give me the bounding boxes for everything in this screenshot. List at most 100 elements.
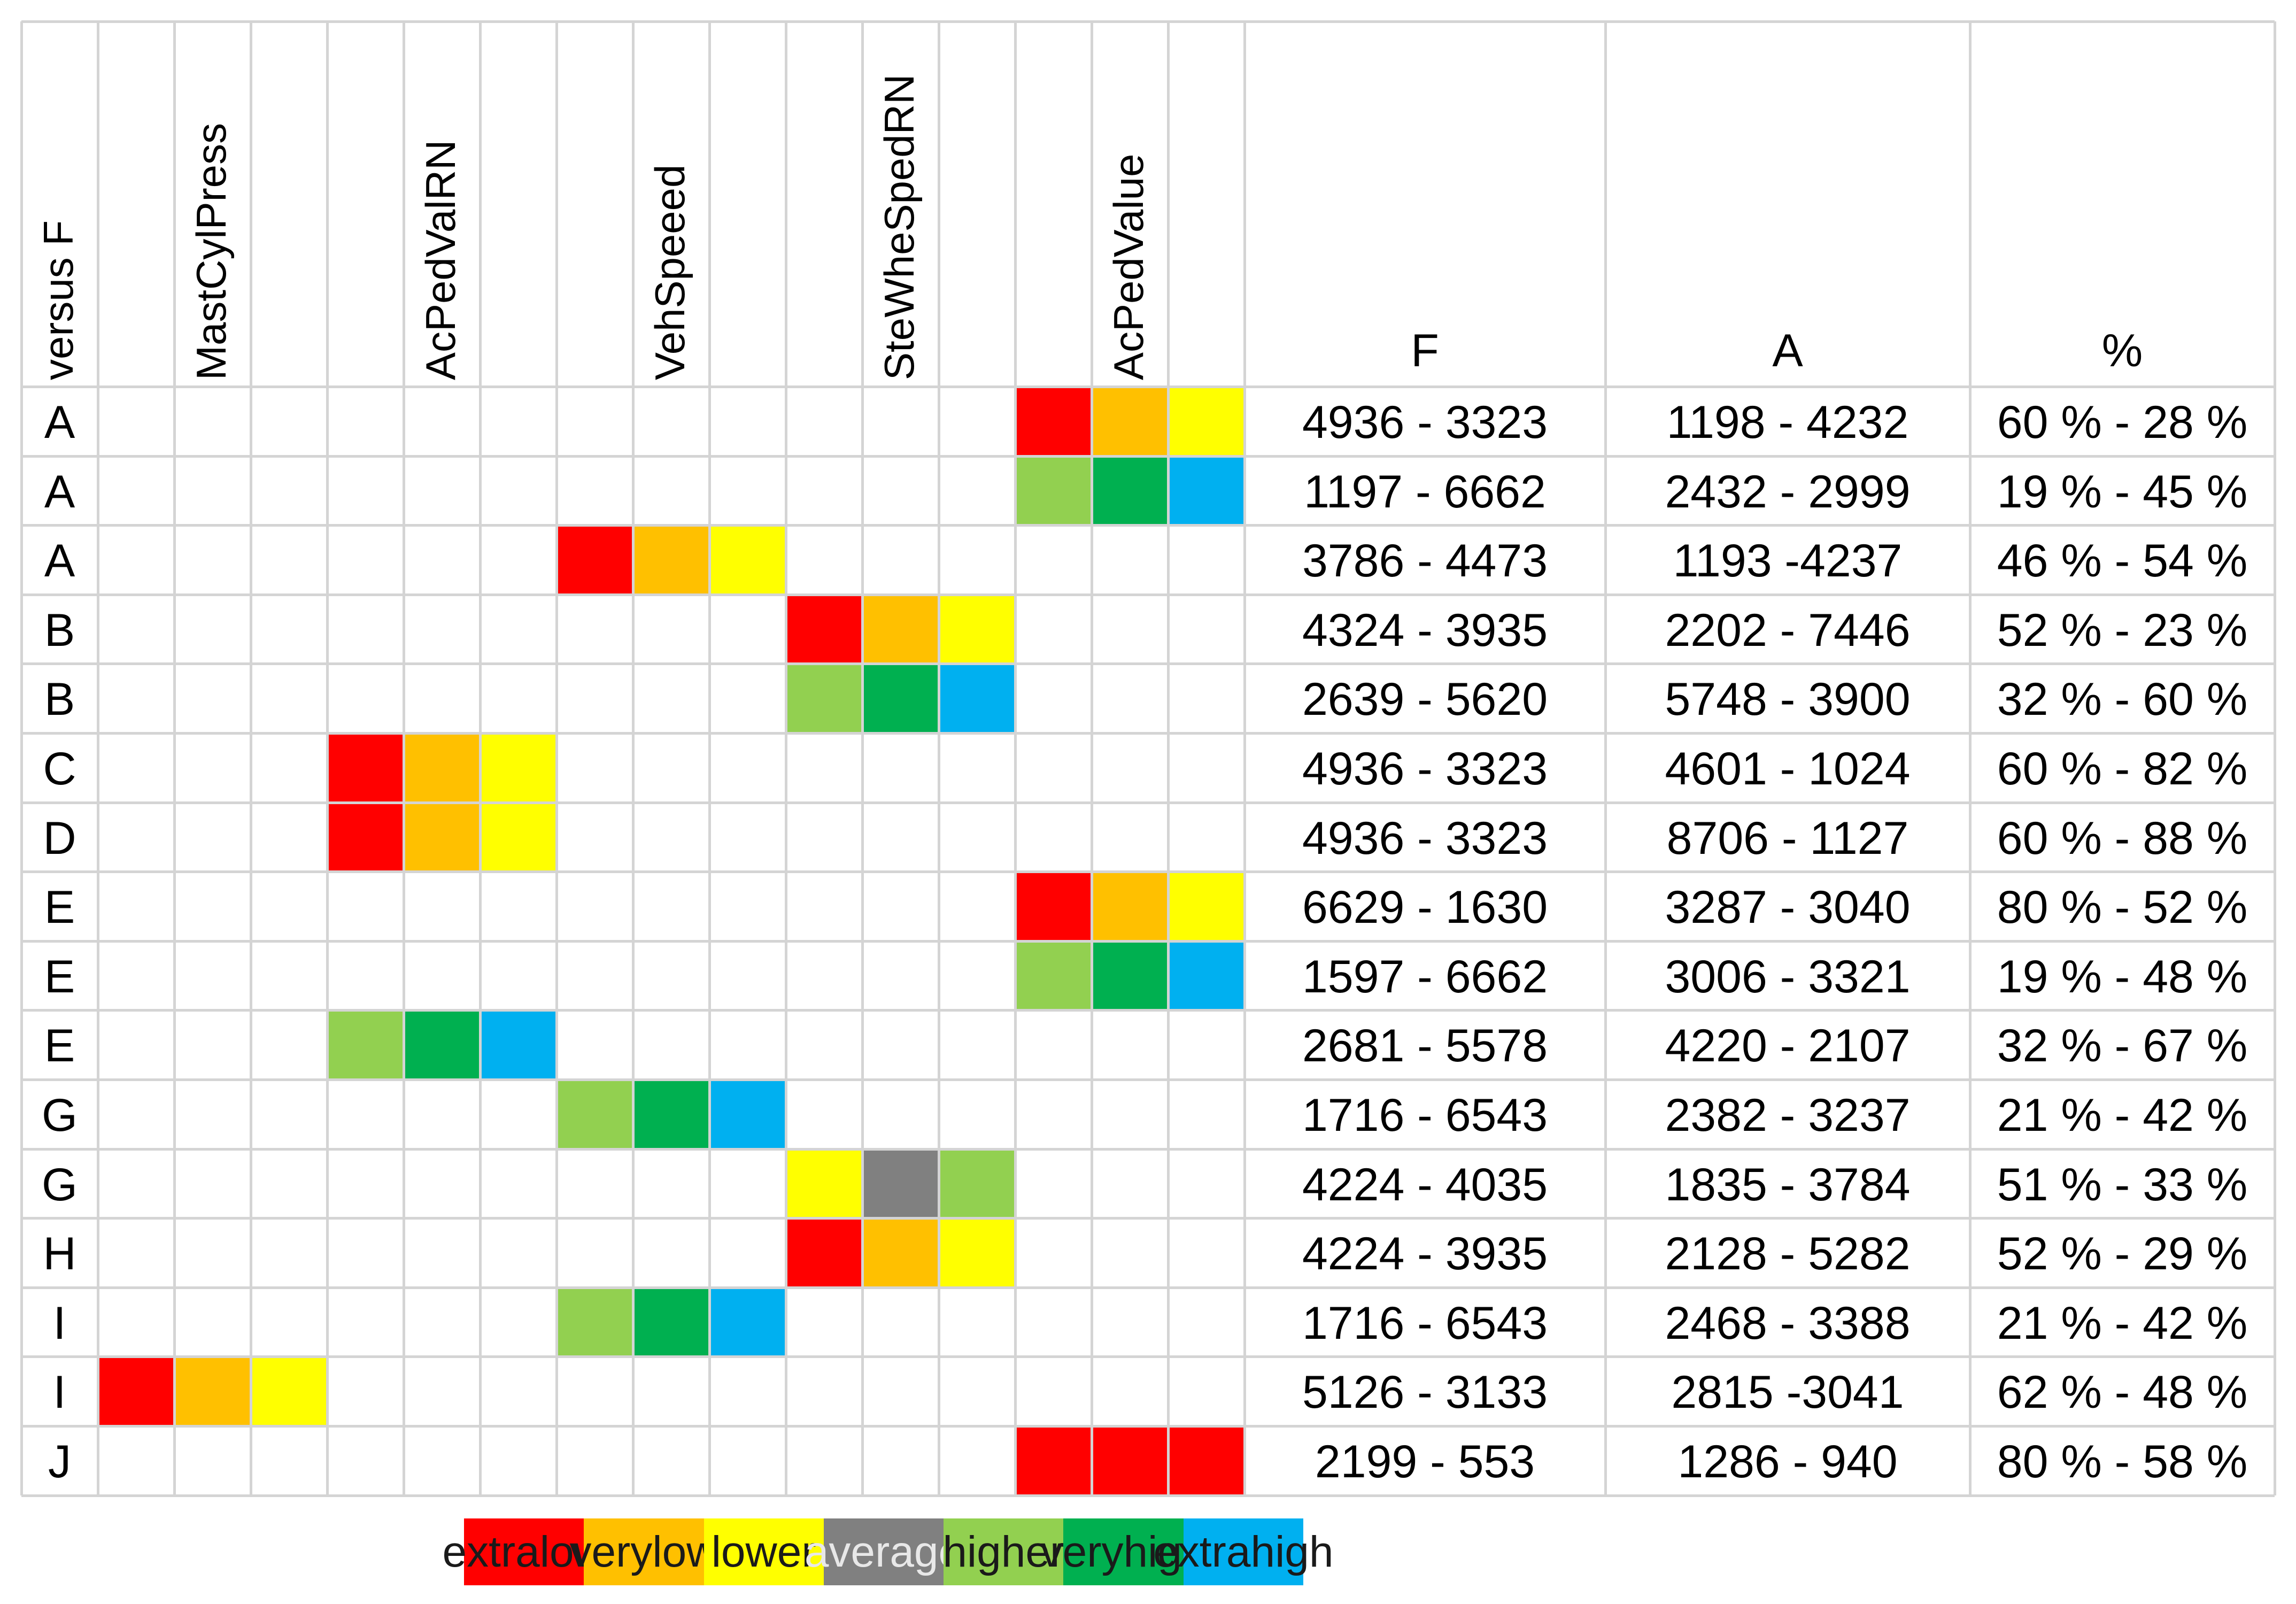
level-cell-higher [327, 1010, 404, 1079]
value-pct: 19 % - 45 % [1997, 466, 2248, 518]
value-f: 1197 - 6662 [1304, 466, 1546, 518]
level-cell-verylow [862, 1218, 939, 1287]
value-f: 1716 - 6543 [1302, 1090, 1548, 1141]
value-pct: 60 % - 88 % [1997, 812, 2248, 864]
grid-line-horizontal [21, 939, 2275, 943]
level-cell-veryhigh [633, 1287, 709, 1357]
grid-line-horizontal [21, 593, 2275, 596]
value-pct: 46 % - 54 % [1997, 535, 2248, 587]
group-header-2: VehSpeeed [646, 164, 693, 380]
row-label: E [44, 951, 75, 1002]
value-pct: 80 % - 52 % [1997, 882, 2248, 934]
level-cell-higher [1015, 940, 1092, 1011]
row-label: A [44, 466, 75, 518]
level-cell-extrahigh [1168, 456, 1244, 526]
grid-line-vertical [632, 21, 635, 1495]
level-cell-veryhigh [862, 664, 939, 733]
level-cell-extrahigh [939, 664, 1015, 733]
level-cell-lower [1168, 387, 1244, 456]
level-cell-lower [480, 733, 556, 803]
grid-line-horizontal [21, 454, 2275, 458]
grid-line-vertical [1014, 21, 1017, 1495]
grid-line-vertical [403, 21, 405, 1495]
level-cell-lower [1168, 872, 1244, 941]
level-cell-lower [480, 802, 556, 872]
grid-line-horizontal [21, 20, 2275, 23]
grid-line-horizontal [21, 801, 2275, 804]
row-label: D [43, 812, 76, 864]
legend-higher: higher [942, 1518, 1064, 1585]
row-label: J [48, 1436, 71, 1487]
level-cell-extralow [327, 733, 404, 803]
grid-line-vertical [861, 21, 864, 1495]
grid-line-horizontal [21, 870, 2275, 874]
value-pct: 62 % - 48 % [1997, 1367, 2248, 1418]
value-a: 1835 - 3784 [1665, 1159, 1911, 1210]
group-header-3: SteWheSpedRN [876, 74, 923, 380]
value-a: 2128 - 5282 [1665, 1228, 1911, 1280]
legend-verylow: verylow [569, 1518, 718, 1585]
grid-line-horizontal [21, 524, 2275, 527]
level-cell-average [862, 1148, 939, 1219]
value-a: 4601 - 1024 [1665, 743, 1911, 795]
level-cell-higher [556, 1287, 633, 1357]
legend-extralow: extralow [442, 1518, 606, 1585]
level-cell-veryhigh [1092, 456, 1168, 526]
value-f: 4936 - 3323 [1302, 743, 1548, 795]
level-cell-extralow [786, 1218, 862, 1287]
value-a: 4220 - 2107 [1665, 1020, 1911, 1072]
level-cell-higher [939, 1148, 1015, 1219]
row-label: E [44, 882, 75, 934]
legend-extrahigh: extrahigh [1153, 1518, 1334, 1585]
level-cell-lower [939, 594, 1015, 664]
value-a: 2202 - 7446 [1665, 604, 1911, 656]
value-pct: 32 % - 67 % [1997, 1020, 2248, 1072]
level-cell-merged [1015, 1426, 1244, 1495]
level-cell-veryhigh [633, 1079, 709, 1149]
value-f: 5126 - 3133 [1302, 1367, 1548, 1418]
level-cell-extralow [786, 594, 862, 664]
level-cell-extrahigh [480, 1010, 556, 1079]
value-a: 5748 - 3900 [1665, 674, 1911, 726]
value-f: 4224 - 4035 [1302, 1159, 1548, 1210]
level-cell-higher [786, 664, 862, 733]
grid-line-vertical [785, 21, 787, 1495]
value-f: 2199 - 553 [1315, 1436, 1535, 1487]
value-pct: 52 % - 23 % [1997, 604, 2248, 656]
value-f: 4936 - 3323 [1302, 397, 1548, 448]
grid-line-horizontal [21, 662, 2275, 666]
grid-line-horizontal [21, 1286, 2275, 1289]
row-label: I [53, 1297, 66, 1349]
level-cell-higher [556, 1079, 633, 1149]
level-cell-extrahigh [1168, 940, 1244, 1011]
level-cell-verylow [404, 802, 480, 872]
row-label: A [44, 397, 75, 448]
level-cell-lower [709, 525, 786, 595]
level-cell-veryhigh [1092, 940, 1168, 1011]
value-header-1: A [1772, 325, 1803, 376]
value-pct: 80 % - 58 % [1997, 1436, 2248, 1487]
grid-line-vertical [1167, 21, 1170, 1495]
grid-line-vertical [1091, 21, 1093, 1495]
level-cell-extrahigh [709, 1287, 786, 1357]
corner-label: versus F [35, 220, 82, 380]
grid-line-vertical [1243, 21, 1246, 1495]
level-cell-extralow [556, 525, 633, 595]
level-cell-verylow [1092, 387, 1168, 456]
grid-line-horizontal [21, 1494, 2275, 1497]
value-f: 2681 - 5578 [1302, 1020, 1548, 1072]
group-header-4: AcPedValue [1105, 153, 1152, 380]
value-pct: 51 % - 33 % [1997, 1159, 2248, 1210]
value-f: 6629 - 1630 [1302, 882, 1548, 934]
legend-average: average [805, 1518, 963, 1585]
value-f: 4324 - 3935 [1302, 604, 1548, 656]
value-pct: 60 % - 28 % [1997, 397, 2248, 448]
value-a: 2382 - 3237 [1665, 1090, 1911, 1141]
grid-line-horizontal [21, 385, 2275, 388]
grid-line-horizontal [21, 1009, 2275, 1012]
group-header-1: AcPedValRN [417, 140, 464, 380]
legend-lower: lower [704, 1518, 824, 1585]
value-a: 1193 -4237 [1673, 535, 1903, 587]
grid-line-vertical [938, 21, 940, 1495]
